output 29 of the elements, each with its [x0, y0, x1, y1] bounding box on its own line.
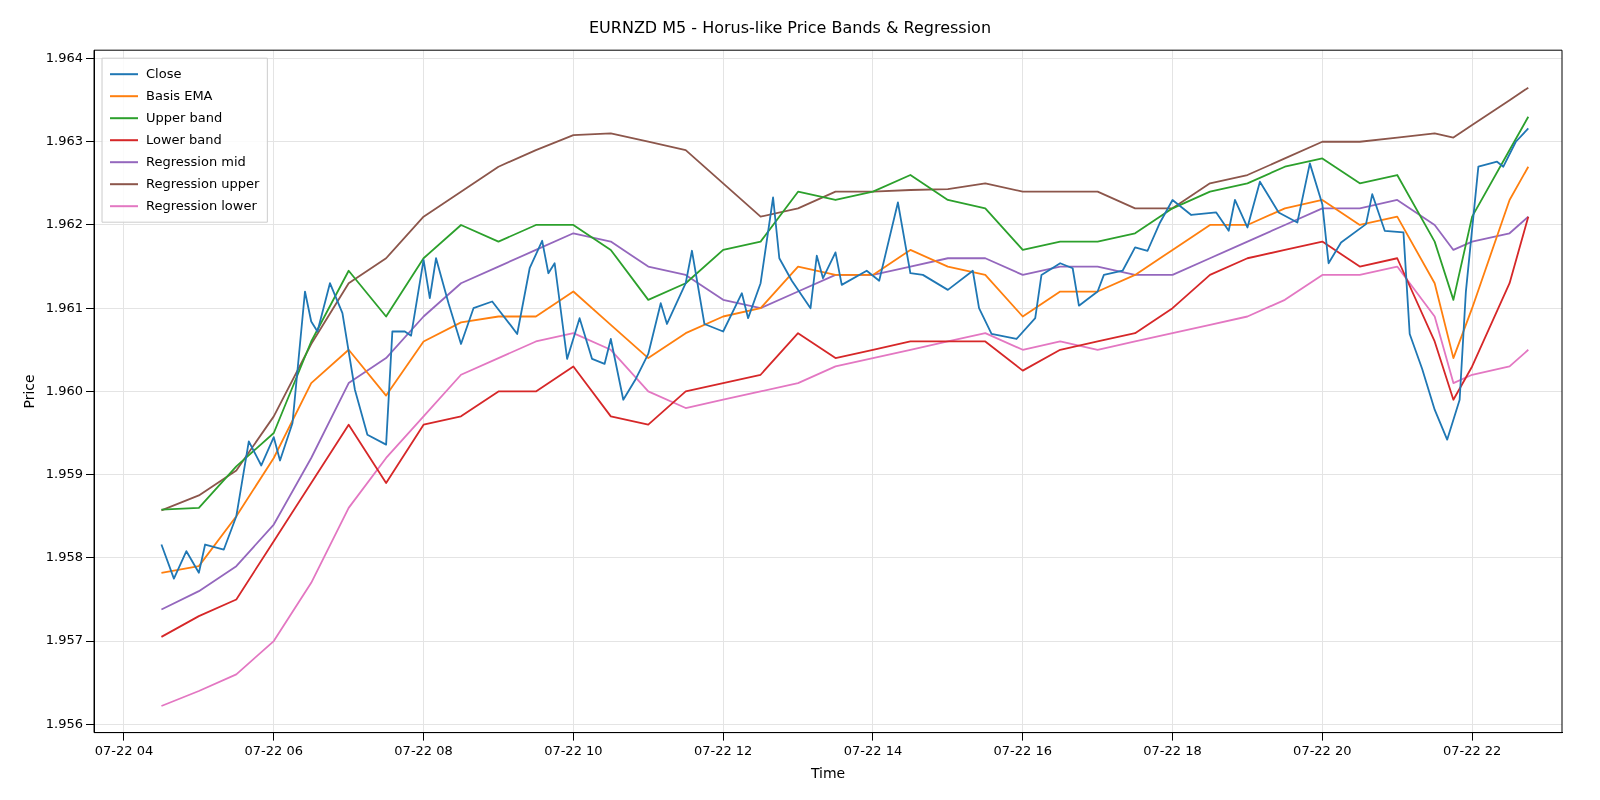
y-tick-label: 1.960 — [45, 382, 84, 398]
legend-label: Regression upper — [146, 175, 260, 191]
y-tick-label: 1.958 — [45, 549, 84, 565]
x-tick-label: 07-22 10 — [544, 742, 603, 758]
y-tick-label: 1.959 — [45, 465, 84, 481]
y-tick-label: 1.963 — [45, 133, 84, 149]
x-tick-label: 07-22 08 — [394, 742, 453, 758]
x-axis-title: Time — [809, 765, 846, 782]
legend-label: Regression lower — [146, 197, 258, 213]
x-tick-label: 07-22 04 — [94, 742, 154, 758]
x-tick-label: 07-22 20 — [1293, 742, 1352, 758]
x-tick-label: 07-22 06 — [244, 742, 303, 758]
x-tick-label: 07-22 18 — [1143, 742, 1202, 758]
y-tick-label: 1.961 — [45, 299, 84, 315]
legend-label: Upper band — [146, 109, 223, 125]
x-tick-label: 07-22 16 — [993, 742, 1052, 758]
y-axis-title: Price — [21, 374, 38, 409]
y-tick-label: 1.957 — [45, 632, 84, 648]
x-tick-label: 07-22 12 — [693, 742, 753, 758]
chart-title: EURNZD M5 - Horus-like Price Bands & Regression — [588, 17, 992, 37]
legend-label: Regression mid — [146, 153, 246, 169]
legend-label: Basis EMA — [146, 87, 213, 103]
legend-label: Close — [146, 65, 182, 81]
y-tick-label: 1.962 — [45, 216, 84, 232]
x-tick-label: 07-22 14 — [843, 742, 903, 758]
x-tick-label: 07-22 22 — [1442, 742, 1502, 758]
legend-label: Lower band — [146, 131, 222, 147]
y-tick-label: 1.956 — [45, 715, 84, 731]
y-tick-label: 1.964 — [45, 49, 84, 65]
